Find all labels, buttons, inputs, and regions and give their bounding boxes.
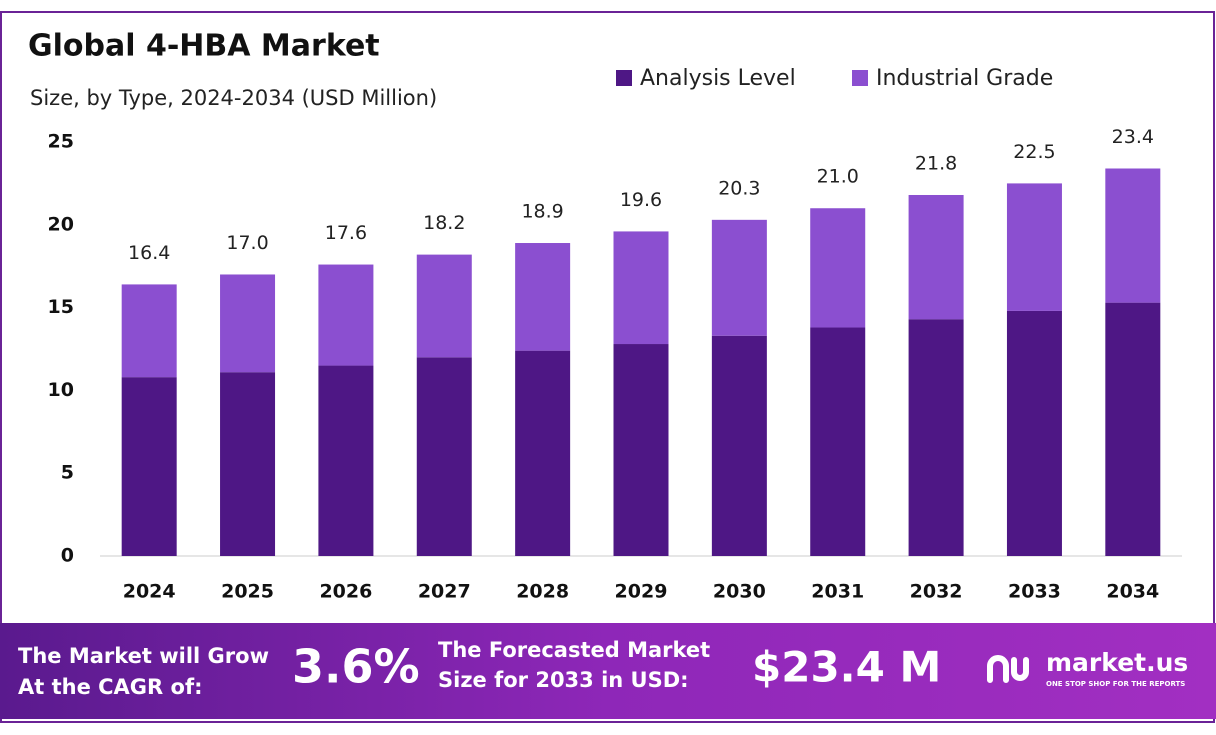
x-tick-label: 2031	[811, 581, 864, 603]
x-tick-label: 2033	[1008, 581, 1061, 603]
total-label: 18.2	[423, 212, 465, 234]
y-tick-label: 15	[48, 296, 74, 318]
bar-segment	[1006, 310, 1062, 556]
bar-segment	[318, 264, 374, 366]
y-tick-label: 5	[61, 462, 74, 484]
bar-segment	[908, 194, 964, 320]
tagline: ONE STOP SHOP FOR THE REPORTS	[1046, 680, 1185, 688]
y-tick-label: 25	[48, 131, 74, 153]
y-tick-label: 0	[61, 545, 74, 567]
total-label: 22.5	[1013, 141, 1055, 163]
total-label: 17.0	[226, 232, 268, 254]
bar-segment	[220, 274, 276, 373]
legend-swatch	[616, 70, 632, 86]
bar-segment	[1105, 302, 1161, 556]
bar-segment	[810, 208, 866, 328]
bar-segment	[515, 350, 571, 556]
forecast-text: Size for 2033 in USD:	[438, 668, 689, 692]
y-tick-label: 20	[48, 213, 74, 235]
x-tick-label: 2026	[319, 581, 372, 603]
bar-segment	[810, 327, 866, 556]
total-label: 23.4	[1112, 126, 1154, 148]
x-tick-label: 2034	[1106, 581, 1159, 603]
cagr-value: 3.6%	[292, 640, 420, 694]
total-label: 17.6	[325, 222, 367, 244]
cagr-text: The Market will Grow	[18, 644, 269, 668]
x-tick-label: 2032	[910, 581, 963, 603]
x-tick-label: 2028	[516, 581, 569, 603]
total-label: 18.9	[521, 201, 563, 223]
forecast-text: The Forecasted Market	[438, 638, 710, 662]
chart-subtitle: Size, by Type, 2024-2034 (USD Million)	[30, 86, 437, 110]
total-label: 21.8	[915, 152, 957, 174]
bar-segment	[416, 357, 472, 556]
chart-title: Global 4-HBA Market	[28, 29, 380, 64]
y-tick-label: 10	[48, 379, 74, 401]
bar-segment	[613, 231, 669, 345]
legend-label: Industrial Grade	[876, 66, 1053, 91]
bar-segment	[613, 344, 669, 556]
bar-segment	[416, 254, 472, 358]
total-label: 19.6	[620, 189, 662, 211]
bar-segment	[711, 219, 767, 336]
x-tick-label: 2025	[221, 581, 274, 603]
bar-segment	[318, 365, 374, 556]
total-label: 16.4	[128, 242, 170, 264]
bar-segment	[1006, 183, 1062, 311]
bar-segment	[908, 319, 964, 556]
x-tick-label: 2027	[418, 581, 471, 603]
bar-segment	[121, 284, 177, 378]
forecast-value: $23.4 M	[752, 643, 941, 692]
bar-segment	[220, 372, 276, 556]
legend-label: Analysis Level	[640, 66, 796, 91]
brand: market.us	[1046, 648, 1188, 677]
bar-segment	[711, 335, 767, 556]
x-tick-label: 2030	[713, 581, 766, 603]
bar-segment	[121, 377, 177, 556]
bar-segment	[1105, 168, 1161, 303]
legend-swatch	[852, 70, 868, 86]
bar-segment	[515, 243, 571, 351]
cagr-text: At the CAGR of:	[18, 675, 203, 699]
x-tick-label: 2024	[123, 581, 176, 603]
total-label: 20.3	[718, 177, 760, 199]
total-label: 21.0	[817, 166, 859, 188]
brand-logo	[987, 655, 1029, 683]
x-tick-label: 2029	[615, 581, 668, 603]
